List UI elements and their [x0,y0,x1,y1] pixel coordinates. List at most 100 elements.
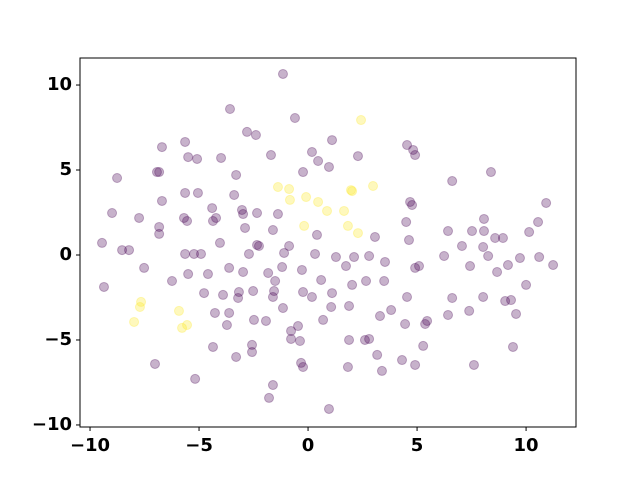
point [376,365,387,376]
point [112,172,123,183]
x-tick-label: 0 [302,435,315,456]
point [284,184,295,195]
point [136,296,147,307]
point [405,196,416,207]
point [189,248,200,259]
point [289,112,300,123]
point [386,305,397,316]
point [248,314,259,325]
point [277,262,288,273]
point [107,208,118,219]
x-tick-label: −5 [185,435,213,456]
point [418,340,429,351]
point [124,245,135,256]
point [247,347,258,358]
point [98,281,109,292]
point [267,380,278,391]
point [253,240,264,251]
point [500,296,511,307]
point [299,220,310,231]
point [263,268,274,279]
point [277,68,288,79]
point [403,235,414,246]
point [183,269,194,280]
point [207,215,218,226]
point [149,358,160,369]
point [443,226,454,237]
point [252,239,263,250]
point [548,260,559,271]
point [260,315,271,326]
point [368,180,379,191]
y-tick-label: −5 [44,329,72,350]
point [199,288,210,299]
point [497,232,508,243]
point [154,228,165,239]
point [247,339,258,350]
point [231,351,242,362]
point [478,242,489,253]
point [243,248,254,259]
point [233,292,244,303]
point [301,192,312,203]
point [207,341,218,352]
point [224,103,235,114]
point [231,169,242,180]
point [372,349,383,360]
point [313,196,324,207]
point [478,291,489,302]
point [279,247,290,258]
point [374,311,385,322]
point [447,292,458,303]
point [293,321,304,332]
point [344,300,355,311]
point [410,359,421,370]
y-tick-label: −10 [32,414,72,435]
point [296,264,307,275]
point [154,167,165,178]
point [180,136,191,147]
axes-frame [79,57,577,428]
point [248,286,259,297]
point [267,291,278,302]
point [129,316,140,327]
x-tick-label: −10 [70,435,110,456]
point [311,229,322,240]
point [422,315,433,326]
point [340,261,351,272]
point [310,248,321,259]
point [506,295,517,306]
point [380,256,391,267]
point [443,309,454,320]
point [264,392,275,403]
point [134,212,145,223]
point [139,262,150,273]
point [327,135,338,146]
point [298,167,309,178]
point [342,220,353,231]
point [524,227,535,238]
point [349,252,360,263]
y-tick-label: 10 [47,74,72,95]
point [272,209,283,220]
point [323,161,334,172]
point [242,126,253,137]
point [313,156,324,167]
point [182,215,193,226]
point [151,167,162,178]
point [180,187,191,198]
point [408,144,419,155]
point [286,325,297,336]
point [202,269,213,280]
point [306,291,317,302]
point [167,275,178,286]
point [410,150,421,161]
point [533,217,544,228]
point [456,240,467,251]
point [364,333,375,344]
point [252,208,263,219]
point [402,291,413,302]
point [514,253,525,264]
point [352,151,363,162]
point [97,237,108,248]
